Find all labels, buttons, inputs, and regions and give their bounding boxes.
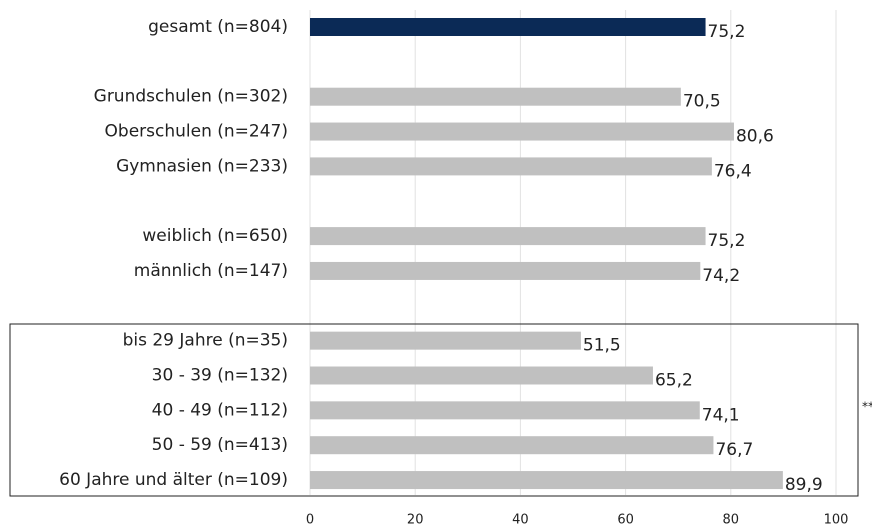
bar <box>310 331 581 350</box>
bar <box>310 366 653 385</box>
group-box <box>9 323 859 497</box>
x-tick-label: 60 <box>617 513 634 528</box>
x-tick-label: 100 <box>824 513 849 528</box>
y-tick-label: gesamt (n=804) <box>148 17 288 37</box>
value-label: 76,7 <box>715 440 753 460</box>
y-tick-label: 60 Jahre und älter (n=109) <box>59 470 288 490</box>
bar <box>310 157 712 176</box>
value-label: 75,2 <box>708 231 746 251</box>
y-tick-label: 40 - 49 (n=112) <box>152 400 288 420</box>
y-tick-label: Gymnasien (n=233) <box>116 156 288 176</box>
bar <box>310 18 706 36</box>
value-label: 75,2 <box>708 22 746 42</box>
bar <box>310 122 734 141</box>
y-tick-label: 30 - 39 (n=132) <box>152 366 288 386</box>
value-label: 74,2 <box>702 266 740 286</box>
bar <box>310 471 783 490</box>
y-tick-label: bis 29 Jahre (n=35) <box>123 331 288 351</box>
x-tick-label: 40 <box>512 513 529 528</box>
value-label: 74,1 <box>702 405 740 425</box>
value-label: 51,5 <box>583 336 621 356</box>
value-label: 70,5 <box>683 92 721 112</box>
y-tick-label: Grundschulen (n=302) <box>94 87 288 107</box>
bar <box>310 401 700 420</box>
x-tick-label: 0 <box>306 513 314 528</box>
value-label: 89,9 <box>785 475 823 495</box>
bar <box>310 261 701 280</box>
x-tick-label: 80 <box>723 513 740 528</box>
bar <box>310 227 706 246</box>
y-tick-label: weiblich (n=650) <box>142 226 288 246</box>
value-label: 80,6 <box>736 127 774 147</box>
y-tick-label: Oberschulen (n=247) <box>105 122 288 142</box>
x-tick-label: 20 <box>407 513 424 528</box>
annotation: *** <box>862 400 872 414</box>
value-label: 76,4 <box>714 161 752 181</box>
value-label: 65,2 <box>655 371 693 391</box>
y-tick-label: 50 - 59 (n=413) <box>152 435 288 455</box>
bar <box>310 436 714 455</box>
bar <box>310 87 681 106</box>
y-tick-label: männlich (n=147) <box>134 261 288 281</box>
